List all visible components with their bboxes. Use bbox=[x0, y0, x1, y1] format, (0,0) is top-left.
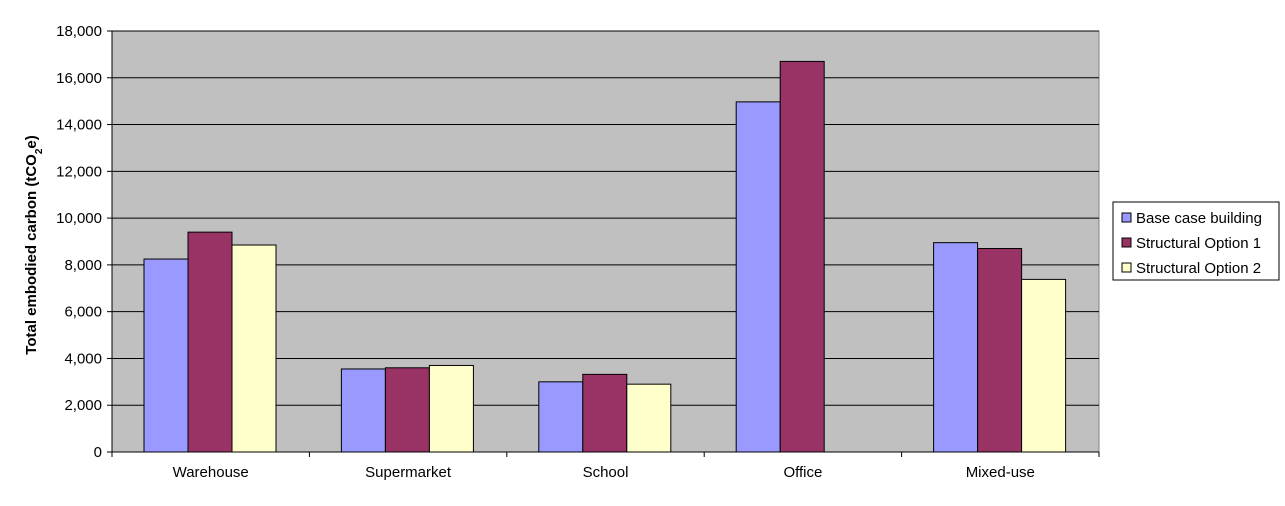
legend-label: Base case building bbox=[1136, 210, 1262, 227]
legend: Base case building Structural Option 1 Str… bbox=[1112, 201, 1280, 281]
y-tick-label: 12,000 bbox=[56, 163, 102, 180]
y-tick-label: 16,000 bbox=[56, 70, 102, 87]
legend-label: Structural Option 1 bbox=[1136, 235, 1261, 252]
y-tick-label: 4,000 bbox=[64, 350, 102, 367]
bar-option-1 bbox=[187, 231, 233, 453]
bars bbox=[143, 60, 1067, 453]
bar-option-2 bbox=[231, 244, 277, 453]
y-tick-label: 14,000 bbox=[56, 117, 102, 134]
y-tick-label: 0 bbox=[94, 444, 102, 461]
bar-base-case bbox=[538, 381, 584, 453]
y-axis-label: Total embodied carbon (tCO2e) bbox=[23, 135, 45, 354]
bar-option-1 bbox=[582, 373, 628, 453]
x-tick-labels: Warehouse Supermarket School Office Mixed-us… bbox=[173, 464, 1035, 481]
x-tick-label: Supermarket bbox=[365, 464, 452, 481]
y-tick-labels: 0 2,000 4,000 6,000 8,000 10,000 12,000 14,000 1… bbox=[56, 23, 102, 461]
bar-base-case bbox=[143, 258, 189, 453]
legend-box bbox=[1112, 201, 1280, 281]
bar-base-case bbox=[340, 368, 386, 453]
y-axis-label-end: e) bbox=[23, 135, 40, 148]
legend-swatch bbox=[1121, 212, 1132, 223]
y-tick-label: 10,000 bbox=[56, 210, 102, 227]
x-tick-label: Warehouse bbox=[173, 464, 249, 481]
y-tick-label: 18,000 bbox=[56, 23, 102, 40]
y-tick-label: 8,000 bbox=[64, 257, 102, 274]
bar-option-2 bbox=[626, 383, 672, 453]
legend-swatch bbox=[1121, 237, 1132, 248]
legend-swatch bbox=[1121, 262, 1132, 273]
bar-option-1 bbox=[779, 60, 825, 453]
bar-option-1 bbox=[977, 248, 1023, 453]
y-axis-label-sub: 2 bbox=[34, 148, 45, 154]
y-tick-label: 6,000 bbox=[64, 304, 102, 321]
bar-option-2 bbox=[1021, 278, 1067, 453]
x-tick-label: Office bbox=[783, 464, 822, 481]
x-tick-label: School bbox=[583, 464, 629, 481]
y-axis-label-main: Total embodied carbon (tCO bbox=[23, 154, 40, 355]
legend-label: Structural Option 2 bbox=[1136, 260, 1261, 277]
x-tick-label: Mixed-use bbox=[966, 464, 1035, 481]
axes bbox=[107, 30, 1100, 457]
bar-option-1 bbox=[384, 367, 430, 453]
bar-base-case bbox=[933, 242, 979, 453]
bar-option-2 bbox=[428, 364, 474, 453]
y-tick-label: 2,000 bbox=[64, 397, 102, 414]
bar-base-case bbox=[735, 101, 781, 453]
